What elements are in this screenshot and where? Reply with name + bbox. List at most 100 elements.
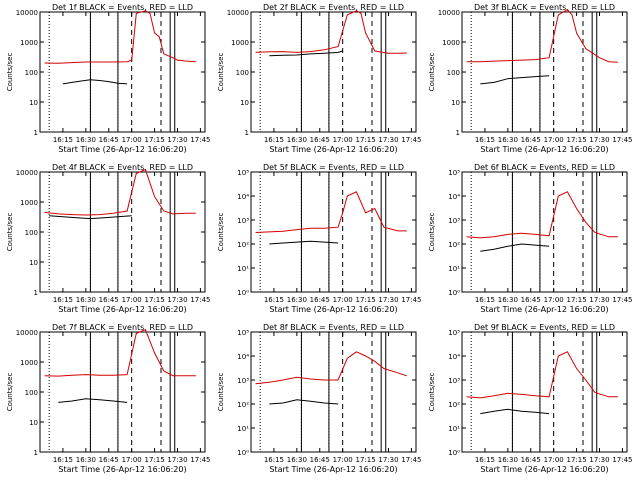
x-tick-label: 17:30 bbox=[167, 456, 187, 464]
y-tick-label: 1000 bbox=[20, 359, 38, 367]
x-tick-label: 17:30 bbox=[589, 136, 609, 144]
y-tick-label: 1 bbox=[34, 449, 38, 457]
plot-frame bbox=[250, 11, 417, 133]
x-tick-label: 17:15 bbox=[355, 296, 375, 304]
y-tick-label: 10² bbox=[448, 241, 460, 249]
y-tick-label: 1 bbox=[456, 129, 460, 137]
y-axis-label: Counts/sec bbox=[428, 53, 436, 92]
events-series-line bbox=[269, 50, 343, 57]
lld-series-line bbox=[44, 168, 196, 216]
y-tick-label: 100 bbox=[236, 69, 249, 77]
x-tick-label: 16:15 bbox=[53, 136, 73, 144]
x-tick-label: 17:15 bbox=[355, 456, 375, 464]
panel-det-8: Det 8f BLACK = Events, RED = LLD 10⁰ 10¹ 10… bbox=[217, 323, 422, 474]
x-tick-label: 16:15 bbox=[475, 456, 495, 464]
x-tick-label: 16:15 bbox=[53, 296, 73, 304]
panel-title: Det 4f BLACK = Events, RED = LLD bbox=[52, 163, 193, 172]
y-tick-label: 100 bbox=[447, 69, 460, 77]
x-tick-label: 17:15 bbox=[566, 136, 586, 144]
lld-series-line bbox=[466, 351, 618, 399]
x-tick-label: 17:30 bbox=[167, 296, 187, 304]
x-axis-label: Start Time (26-Apr-12 16:06:20) bbox=[269, 465, 397, 474]
lld-series-line bbox=[255, 10, 407, 54]
x-tick-label: 16:30 bbox=[76, 456, 96, 464]
x-tick-label: 17:45 bbox=[612, 136, 632, 144]
y-tick-label: 10⁵ bbox=[448, 169, 460, 177]
x-tick-label: 17:45 bbox=[401, 456, 421, 464]
y-tick-label: 10⁵ bbox=[237, 169, 249, 177]
x-tick-label: 17:00 bbox=[333, 456, 353, 464]
plot-frame bbox=[250, 331, 417, 453]
y-axis-label: Counts/sec bbox=[6, 53, 14, 92]
panel-title: Det 5f BLACK = Events, RED = LLD bbox=[263, 163, 404, 172]
plot-frame bbox=[39, 11, 206, 133]
x-tick-label: 16:45 bbox=[521, 136, 541, 144]
y-axis-label: Counts/sec bbox=[428, 213, 436, 252]
y-tick-label: 10⁰ bbox=[237, 289, 249, 297]
x-tick-label: 16:45 bbox=[99, 136, 119, 144]
panel-det-6: Det 6f BLACK = Events, RED = LLD 10⁰ 10¹ 10… bbox=[428, 163, 633, 314]
x-tick-label: 17:15 bbox=[566, 296, 586, 304]
y-tick-label: 100 bbox=[25, 229, 38, 237]
y-tick-label: 10³ bbox=[237, 377, 249, 385]
y-tick-label: 10³ bbox=[237, 217, 249, 225]
y-tick-label: 10 bbox=[29, 419, 38, 427]
events-series-line bbox=[480, 75, 550, 85]
events-series-line bbox=[58, 398, 128, 403]
y-tick-label: 10⁵ bbox=[448, 329, 460, 337]
y-tick-label: 10 bbox=[240, 99, 249, 107]
x-axis-label: Start Time (26-Apr-12 16:06:20) bbox=[58, 145, 186, 154]
events-series-line bbox=[480, 243, 550, 252]
x-tick-label: 17:30 bbox=[378, 296, 398, 304]
x-tick-label: 16:45 bbox=[310, 136, 330, 144]
plot-frame bbox=[39, 331, 206, 453]
x-tick-label: 17:30 bbox=[589, 456, 609, 464]
y-tick-label: 100 bbox=[25, 389, 38, 397]
x-tick-label: 16:15 bbox=[475, 136, 495, 144]
y-tick-label: 10⁰ bbox=[237, 449, 249, 457]
y-tick-label: 10⁴ bbox=[448, 353, 460, 361]
lld-series-line bbox=[255, 191, 407, 233]
x-tick-label: 17:15 bbox=[144, 456, 164, 464]
panel-det-3: Det 3f BLACK = Events, RED = LLD 1 10 100 10… bbox=[428, 3, 633, 154]
y-tick-label: 1 bbox=[34, 289, 38, 297]
x-tick-label: 16:15 bbox=[475, 296, 495, 304]
y-tick-label: 10⁴ bbox=[448, 193, 460, 201]
x-tick-label: 16:15 bbox=[264, 456, 284, 464]
events-series-line bbox=[269, 240, 339, 245]
y-tick-label: 1000 bbox=[442, 39, 460, 47]
x-tick-label: 17:00 bbox=[333, 296, 353, 304]
lld-series-line bbox=[255, 351, 407, 385]
y-tick-label: 10² bbox=[237, 401, 249, 409]
y-tick-label: 100 bbox=[25, 69, 38, 77]
panel-det-1: Det 1f BLACK = Events, RED = LLD 1 10 100 10… bbox=[6, 3, 211, 154]
panel-title: Det 7f BLACK = Events, RED = LLD bbox=[52, 323, 193, 332]
y-tick-label: 10⁵ bbox=[237, 329, 249, 337]
y-axis-label: Counts/sec bbox=[6, 373, 14, 412]
lld-series-line bbox=[466, 191, 618, 239]
x-tick-label: 17:45 bbox=[612, 456, 632, 464]
panel-det-2: Det 2f BLACK = Events, RED = LLD 1 10 100 10… bbox=[217, 3, 422, 154]
y-tick-label: 10 bbox=[29, 99, 38, 107]
panel-title: Det 1f BLACK = Events, RED = LLD bbox=[52, 3, 193, 12]
x-tick-label: 17:30 bbox=[378, 456, 398, 464]
x-tick-label: 16:15 bbox=[264, 296, 284, 304]
y-tick-label: 10¹ bbox=[237, 425, 249, 433]
x-axis-label: Start Time (26-Apr-12 16:06:20) bbox=[58, 465, 186, 474]
x-tick-label: 17:00 bbox=[122, 296, 142, 304]
y-tick-label: 10000 bbox=[227, 9, 249, 17]
x-tick-label: 16:45 bbox=[521, 456, 541, 464]
y-tick-label: 10⁰ bbox=[448, 449, 460, 457]
x-tick-label: 16:45 bbox=[99, 296, 119, 304]
x-tick-label: 17:00 bbox=[122, 456, 142, 464]
x-axis-label: Start Time (26-Apr-12 16:06:20) bbox=[480, 305, 608, 314]
y-tick-label: 10 bbox=[451, 99, 460, 107]
y-tick-label: 1000 bbox=[20, 199, 38, 207]
x-tick-label: 17:00 bbox=[544, 456, 564, 464]
y-axis-label: Counts/sec bbox=[217, 373, 225, 412]
x-tick-label: 16:45 bbox=[99, 456, 119, 464]
y-tick-label: 10¹ bbox=[448, 265, 460, 273]
plot-frame bbox=[461, 11, 628, 133]
x-tick-label: 16:30 bbox=[287, 136, 307, 144]
